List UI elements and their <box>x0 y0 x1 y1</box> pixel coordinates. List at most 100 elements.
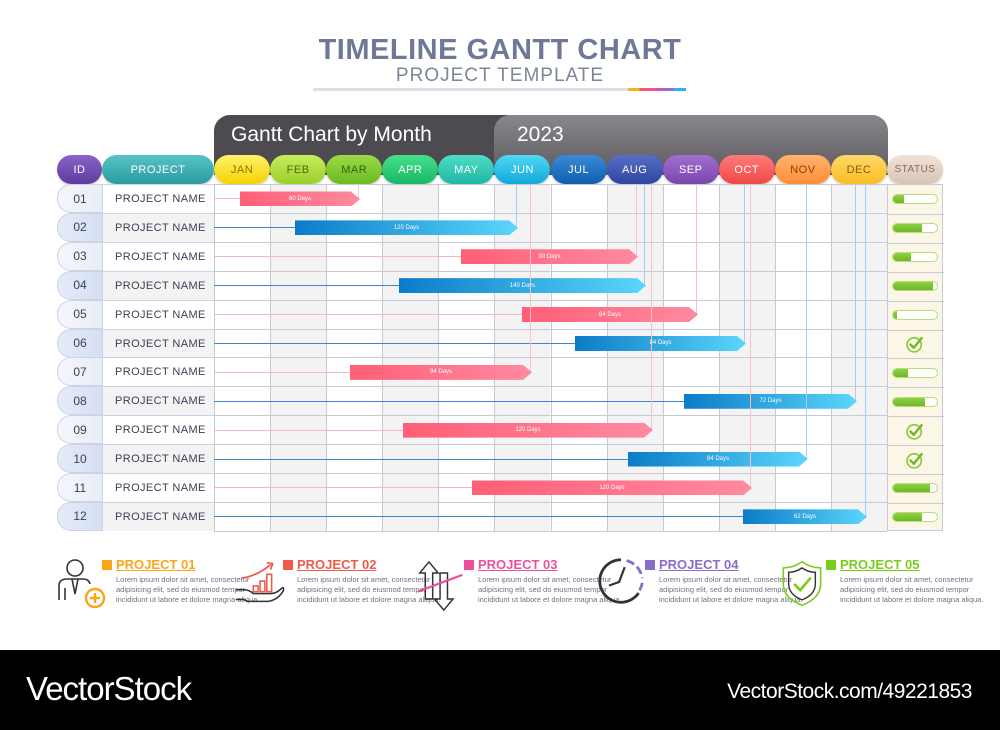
row-divider <box>214 473 887 474</box>
shield-check-icon <box>778 556 826 614</box>
row-divider <box>214 241 887 243</box>
progress-fill <box>893 311 897 320</box>
gantt-bar[interactable]: 90 Days <box>461 249 638 264</box>
status-divider <box>888 300 944 302</box>
title-divider-accent <box>628 88 686 91</box>
legend-description: Lorem ipsum dolor sit amet, consectetur … <box>116 575 260 604</box>
row-id: 03 <box>57 241 102 271</box>
legend-heading: PROJECT 05 <box>826 557 919 572</box>
status-divider <box>888 213 944 215</box>
row-project-name[interactable]: PROJECT NAME <box>102 386 214 416</box>
legend-heading: PROJECT 04 <box>645 557 738 572</box>
progress-bar <box>892 483 938 494</box>
month-header-aug: AUG <box>606 155 663 184</box>
gantt-bar[interactable]: 84 Days <box>628 452 808 467</box>
status-cell <box>888 301 942 330</box>
gantt-bar[interactable]: 120 Days <box>295 220 518 235</box>
progress-fill <box>893 253 911 262</box>
bar-lead-line <box>214 227 295 229</box>
row-project-name[interactable]: PROJECT NAME <box>102 212 214 242</box>
row-divider <box>214 386 887 388</box>
month-header-mar: MAR <box>326 155 383 184</box>
progress-fill <box>893 368 909 377</box>
progress-bar <box>892 310 938 321</box>
status-cell <box>888 243 942 272</box>
bar-lead-line <box>214 371 350 373</box>
status-divider <box>888 445 944 447</box>
row-project-name[interactable]: PROJECT NAME <box>102 241 214 271</box>
row-project-name[interactable]: PROJECT NAME <box>102 501 214 531</box>
row-id: 12 <box>57 501 102 531</box>
bar-lead-line <box>214 198 240 200</box>
legend-title: PROJECT 01 <box>116 557 196 572</box>
column-header-id: ID <box>57 155 102 184</box>
status-cell <box>888 387 942 416</box>
month-header-nov: NOV <box>774 155 831 184</box>
bar-lead-line <box>214 458 628 460</box>
bar-connector-line <box>644 184 645 286</box>
legend-description: Lorem ipsum dolor sit amet, consectetur … <box>659 575 803 604</box>
bar-connector-line <box>806 184 807 459</box>
progress-bar <box>892 252 938 263</box>
bar-connector-line <box>651 184 652 430</box>
progress-bar <box>892 367 938 378</box>
status-cell <box>888 214 942 243</box>
row-id: 08 <box>57 386 102 416</box>
status-cell <box>888 358 942 387</box>
check-circle-icon <box>905 334 925 354</box>
row-project-name[interactable]: PROJECT NAME <box>102 328 214 358</box>
gantt-bar[interactable]: 84 Days <box>575 336 746 351</box>
gantt-bar[interactable]: 62 Days <box>743 509 867 524</box>
gantt-bar[interactable]: 60 Days <box>240 191 360 206</box>
row-id: 04 <box>57 270 102 300</box>
gantt-bar[interactable]: 140 Days <box>399 278 646 293</box>
page-subtitle: PROJECT TEMPLATE <box>395 65 605 86</box>
status-column <box>887 184 944 532</box>
month-header-sep: SEP <box>662 155 719 184</box>
bar-lead-line <box>214 314 522 316</box>
gantt-bar[interactable]: 120 Days <box>403 423 653 438</box>
row-divider <box>214 328 887 330</box>
row-divider <box>214 501 887 503</box>
status-cell <box>888 503 942 532</box>
gantt-bar[interactable]: 64 Days <box>522 307 698 322</box>
row-id: 07 <box>57 357 102 387</box>
gantt-bar[interactable]: 120 Days <box>472 480 752 495</box>
user-add-icon <box>55 556 109 614</box>
status-divider <box>888 358 944 360</box>
bar-connector-line <box>865 184 866 517</box>
clock-icon <box>596 556 646 610</box>
progress-fill <box>893 282 933 291</box>
legend-color-swatch <box>283 559 293 570</box>
gantt-bar[interactable]: 94 Days <box>350 365 532 380</box>
bar-connector-line <box>636 184 637 257</box>
check-circle-icon <box>905 450 925 470</box>
progress-fill <box>893 195 904 204</box>
legend-description: Lorem ipsum dolor sit amet, consectetur … <box>840 575 984 604</box>
chart-heading: Gantt Chart by Month <box>231 123 432 146</box>
row-id: 05 <box>57 299 102 329</box>
gantt-grid <box>214 184 887 532</box>
year-label: 2023 <box>517 123 564 146</box>
row-project-name[interactable]: PROJECT NAME <box>102 415 214 445</box>
column-header-status: STATUS <box>887 155 943 184</box>
month-header-dec: DEC <box>830 155 887 184</box>
row-project-name[interactable]: PROJECT NAME <box>102 299 214 329</box>
legend-description: Lorem ipsum dolor sit amet, consectetur … <box>297 575 441 604</box>
row-id: 10 <box>57 444 102 474</box>
gantt-bar[interactable]: 72 Days <box>684 394 857 409</box>
bar-lead-line <box>214 429 403 431</box>
row-project-name[interactable]: PROJECT NAME <box>102 270 214 300</box>
status-divider <box>888 416 944 418</box>
footer-brand: VectorStock <box>26 670 192 707</box>
row-divider <box>214 530 887 532</box>
row-project-name[interactable]: PROJECT NAME <box>102 473 214 502</box>
row-project-name[interactable]: PROJECT NAME <box>102 184 214 213</box>
bar-lead-line <box>214 516 743 518</box>
bar-connector-line <box>516 184 517 228</box>
row-divider <box>214 415 887 417</box>
page-title: TIMELINE GANTT CHART <box>318 34 682 66</box>
row-project-name[interactable]: PROJECT NAME <box>102 444 214 474</box>
row-project-name[interactable]: PROJECT NAME <box>102 357 214 387</box>
bar-lead-line <box>214 256 461 258</box>
